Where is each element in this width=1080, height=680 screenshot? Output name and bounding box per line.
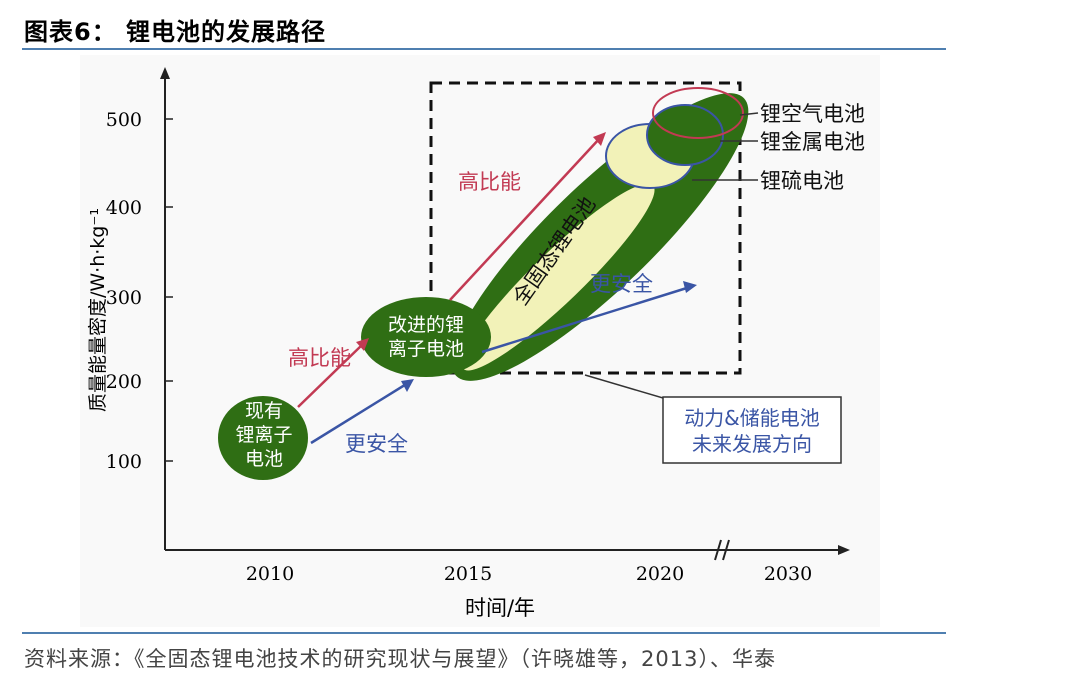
safer-arrow-2: [481, 285, 691, 354]
higher-energy-arrow-2: [449, 137, 601, 301]
lithium-metal-label: 锂金属电池: [760, 130, 865, 154]
existing-li-ion-ellipse: [218, 396, 308, 480]
x-ticks: 2010 2015 2020 2030: [246, 563, 812, 585]
existing-li-ion-label-line2: 锂离子: [235, 424, 292, 446]
y-tick-label: 400: [106, 197, 142, 219]
safer-arrow-1: [310, 381, 409, 445]
chart-area: 100 200 300 400 500 2010 2015 2020 2030 …: [80, 55, 880, 627]
figure-title: 图表6： 锂电池的发展路径: [24, 18, 327, 46]
existing-li-ion-label-line3: 电池: [245, 448, 283, 470]
higher-energy-arrowhead-2: [593, 132, 606, 146]
axis-break-mark-1: [714, 539, 722, 561]
x-tick-label: 2030: [764, 563, 812, 585]
lithium-air-ring: [652, 87, 744, 139]
y-axis-arrowhead: [160, 67, 170, 79]
safer-arrowhead-1: [401, 379, 414, 392]
higher-energy-arrowhead-1: [356, 338, 369, 351]
solid-state-core: [461, 183, 655, 371]
y-ticks: 100 200 300 400 500: [106, 109, 173, 473]
y-tick-label: 100: [106, 451, 142, 473]
direction-callout-line2: 未来发展方向: [692, 432, 812, 456]
y-tick-label: 200: [106, 371, 142, 393]
x-axis-title: 时间/年: [465, 596, 535, 620]
x-tick-label: 2010: [246, 563, 294, 585]
lithium-air-callout-line: [739, 112, 759, 116]
safer-label-2: 更安全: [590, 272, 653, 296]
source-note: 资料来源：《全固态锂电池技术的研究现状与展望》（许晓雄等，2013）、华泰: [24, 647, 776, 671]
direction-callout-line1: 动力&储能电池: [684, 406, 820, 430]
improved-li-ion-ellipse: [361, 297, 491, 377]
safer-label-1: 更安全: [345, 432, 408, 456]
lithium-sulfur-label: 锂硫电池: [760, 169, 844, 193]
title-rule: [22, 48, 946, 50]
improved-li-ion-label-line1: 改进的锂: [388, 314, 464, 336]
x-tick-label: 2020: [636, 563, 684, 585]
source-rule: [22, 632, 946, 634]
lithium-air-label: 锂空气电池: [760, 102, 865, 126]
future-direction-box: [429, 81, 742, 375]
axis-break-mark-2: [722, 539, 730, 561]
x-axis-arrowhead: [838, 545, 850, 555]
existing-li-ion-label-line1: 现有: [245, 400, 283, 422]
lithium-metal-ring: [646, 104, 724, 166]
chart-svg: 100 200 300 400 500 2010 2015 2020 2030 …: [80, 55, 880, 627]
higher-energy-label-1: 高比能: [288, 346, 351, 370]
improved-li-ion-label-line2: 离子电池: [388, 338, 464, 360]
y-tick-label: 500: [106, 109, 142, 131]
x-tick-label: 2015: [444, 563, 492, 585]
direction-callout-box: [662, 396, 842, 464]
y-tick-label: 300: [106, 287, 142, 309]
safer-arrowhead-2: [683, 281, 697, 293]
higher-energy-label-2: 高比能: [458, 170, 521, 194]
y-axis-title: 质量能量密度/W·h·kg⁻¹: [87, 208, 109, 412]
higher-energy-arrow-1: [297, 343, 364, 408]
